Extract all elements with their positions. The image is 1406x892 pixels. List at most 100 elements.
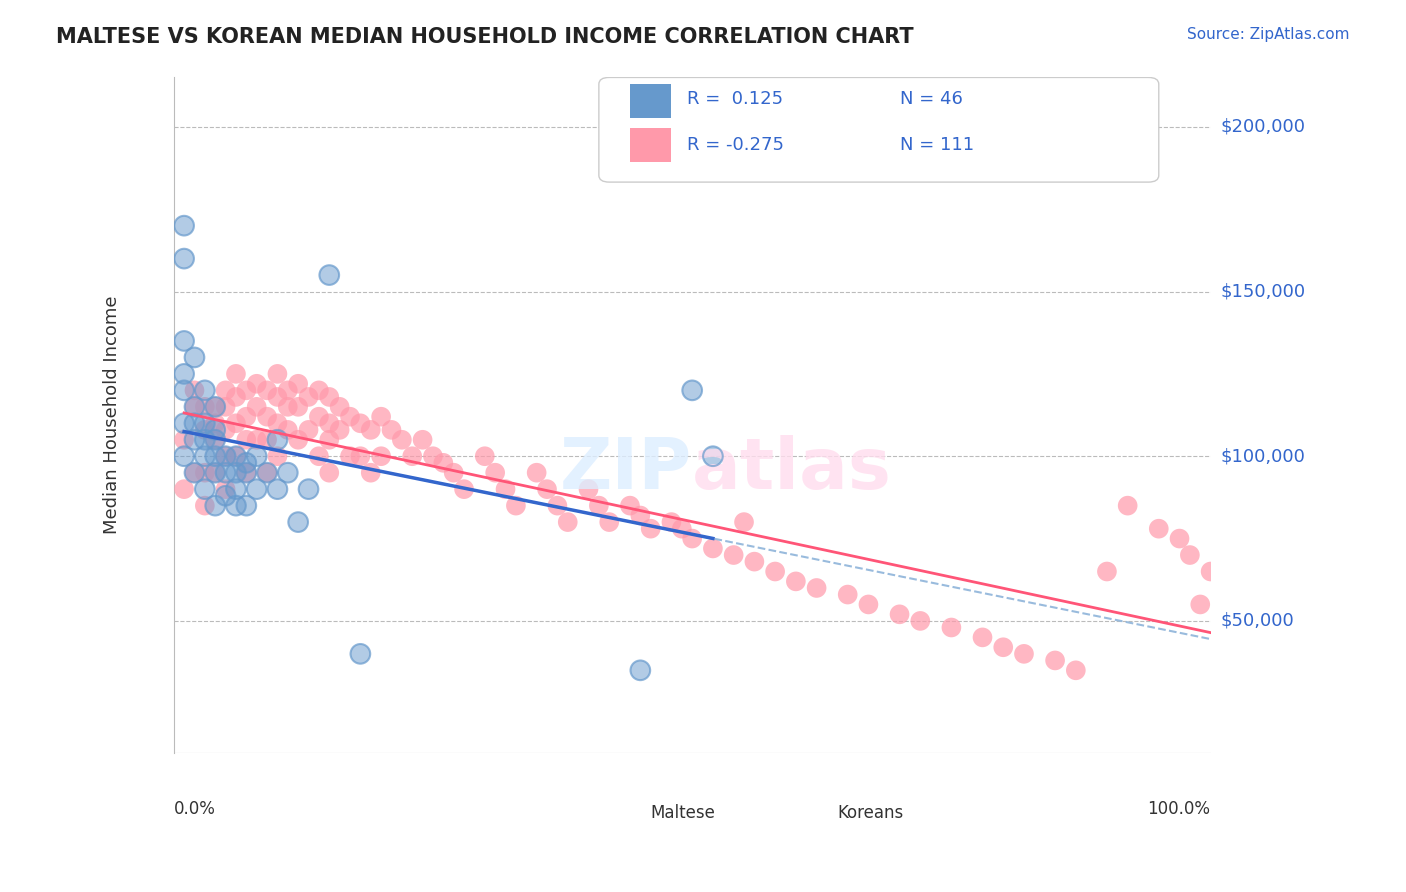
Point — [235, 499, 257, 513]
Point — [578, 482, 600, 496]
Point — [173, 449, 195, 463]
Point — [235, 433, 257, 447]
Point — [194, 417, 217, 431]
Point — [173, 449, 195, 463]
Point — [360, 423, 382, 437]
Point — [1147, 522, 1170, 536]
Point — [308, 384, 330, 398]
Point — [246, 482, 269, 496]
Point — [235, 384, 257, 398]
Point — [214, 449, 236, 463]
Point — [536, 482, 558, 496]
Point — [204, 449, 226, 463]
Point — [993, 640, 1015, 655]
Point — [619, 499, 641, 513]
Point — [733, 515, 755, 529]
Point — [432, 456, 454, 470]
Point — [204, 499, 226, 513]
Point — [194, 384, 217, 398]
Point — [225, 482, 247, 496]
Point — [214, 449, 236, 463]
Point — [204, 449, 226, 463]
Point — [588, 499, 610, 513]
Point — [422, 449, 444, 463]
Point — [1189, 598, 1212, 612]
Point — [173, 219, 195, 233]
Point — [1012, 647, 1035, 661]
Point — [495, 482, 517, 496]
Point — [194, 384, 217, 398]
Text: Koreans: Koreans — [838, 805, 904, 822]
Point — [484, 466, 506, 480]
Point — [681, 384, 703, 398]
Point — [173, 417, 195, 431]
Point — [287, 515, 309, 529]
Point — [277, 466, 299, 480]
Point — [1116, 499, 1139, 513]
Point — [214, 466, 236, 480]
Point — [681, 384, 703, 398]
Point — [214, 482, 236, 496]
Point — [204, 400, 226, 414]
Point — [297, 482, 319, 496]
Text: $50,000: $50,000 — [1220, 612, 1295, 630]
Point — [349, 449, 371, 463]
Point — [214, 466, 236, 480]
Point — [443, 466, 465, 480]
Point — [214, 400, 236, 414]
Point — [318, 390, 340, 404]
Text: Maltese: Maltese — [651, 805, 716, 822]
Point — [214, 449, 236, 463]
Point — [837, 588, 859, 602]
Point — [204, 466, 226, 480]
Point — [287, 400, 309, 414]
Point — [266, 433, 288, 447]
Point — [183, 417, 205, 431]
Point — [266, 482, 288, 496]
Point — [702, 541, 724, 556]
Point — [640, 522, 662, 536]
Point — [266, 482, 288, 496]
Text: N = 111: N = 111 — [900, 136, 974, 154]
Point — [526, 466, 548, 480]
Point — [1168, 532, 1191, 546]
Point — [183, 433, 205, 447]
Point — [318, 417, 340, 431]
Point — [297, 390, 319, 404]
Text: $150,000: $150,000 — [1220, 283, 1306, 301]
Point — [225, 466, 247, 480]
Point — [204, 466, 226, 480]
Point — [370, 449, 392, 463]
Bar — [609, 800, 640, 827]
Point — [339, 449, 361, 463]
Point — [183, 400, 205, 414]
Text: $100,000: $100,000 — [1220, 447, 1306, 466]
Point — [702, 449, 724, 463]
Point — [194, 482, 217, 496]
Point — [225, 449, 247, 463]
Point — [225, 482, 247, 496]
Point — [277, 466, 299, 480]
Point — [256, 384, 278, 398]
Point — [287, 376, 309, 391]
Point — [183, 417, 205, 431]
Point — [173, 252, 195, 266]
Point — [194, 433, 217, 447]
Point — [183, 400, 205, 414]
Point — [910, 614, 932, 628]
Point — [183, 400, 205, 414]
Point — [256, 466, 278, 480]
Point — [235, 466, 257, 480]
Text: MALTESE VS KOREAN MEDIAN HOUSEHOLD INCOME CORRELATION CHART: MALTESE VS KOREAN MEDIAN HOUSEHOLD INCOM… — [56, 27, 914, 46]
Text: atlas: atlas — [692, 434, 891, 504]
Point — [505, 499, 527, 513]
Text: 0.0%: 0.0% — [174, 800, 215, 818]
Point — [204, 423, 226, 437]
Text: N = 46: N = 46 — [900, 90, 963, 108]
Point — [246, 433, 269, 447]
Point — [183, 384, 205, 398]
Bar — [630, 128, 672, 161]
Point — [744, 555, 766, 569]
Point — [1095, 565, 1118, 579]
Point — [308, 409, 330, 424]
